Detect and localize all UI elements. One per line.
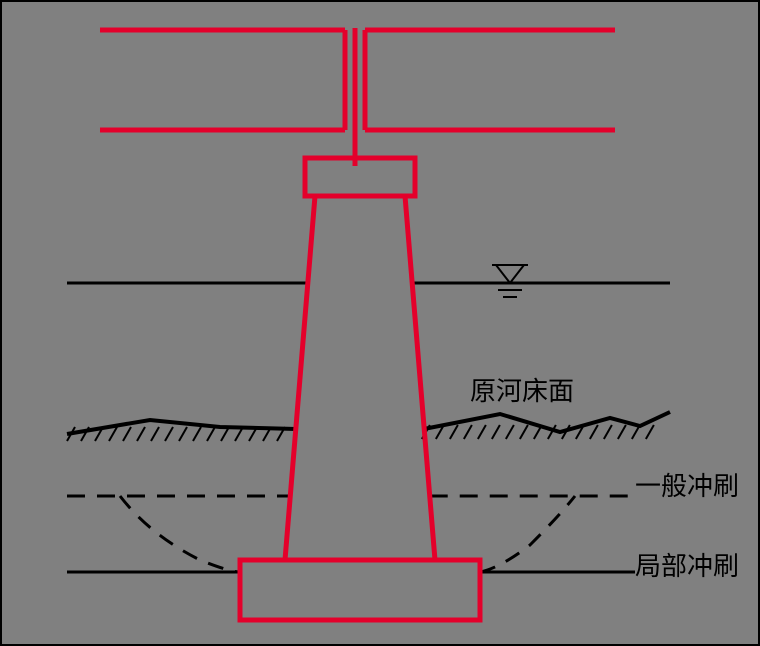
general-scour-label: 一般冲刷: [635, 471, 739, 501]
bridge-scour-diagram: 原河床面一般冲刷局部冲刷: [0, 0, 760, 646]
riverbed-label: 原河床面: [470, 376, 574, 406]
local-scour-label: 局部冲刷: [635, 551, 739, 581]
